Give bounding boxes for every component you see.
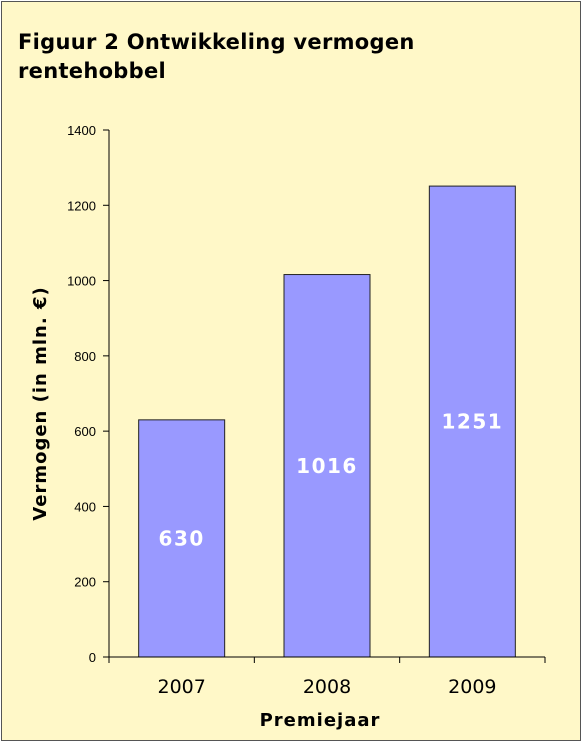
bar-2008 [283, 274, 371, 658]
data-label-2009: 1251 [441, 410, 503, 434]
data-label-2008: 1016 [296, 454, 358, 478]
category-label-2008: 2008 [303, 676, 351, 698]
y-tick-label: 1200 [67, 198, 96, 213]
y-tick-label: 1000 [67, 274, 96, 289]
bar-2009 [428, 185, 516, 658]
y-tick-label: 800 [74, 349, 96, 364]
y-tick-label: 200 [74, 575, 96, 590]
y-axis-title: Vermogen (in mln. €) [30, 286, 51, 520]
y-tick-label: 600 [74, 424, 96, 439]
y-tick-label: 0 [89, 650, 96, 665]
x-axis-title: Premiejaar [260, 710, 381, 731]
bar-2007 [138, 419, 226, 658]
y-ticks-group: 0 200 400 600 800 1000 1200 1400 [67, 123, 109, 665]
x-ticks-group: 2007 2008 2009 [108, 657, 546, 698]
data-label-2007: 630 [159, 526, 205, 550]
bars-group: 630 1016 1251 [138, 185, 516, 658]
category-label-2009: 2009 [448, 676, 496, 698]
y-tick-label: 400 [74, 499, 96, 514]
chart-title: Figuur 2 Ontwikkeling vermogen rentehobb… [18, 30, 415, 83]
category-label-2007: 2007 [157, 676, 205, 698]
y-tick-label: 1400 [67, 123, 96, 138]
